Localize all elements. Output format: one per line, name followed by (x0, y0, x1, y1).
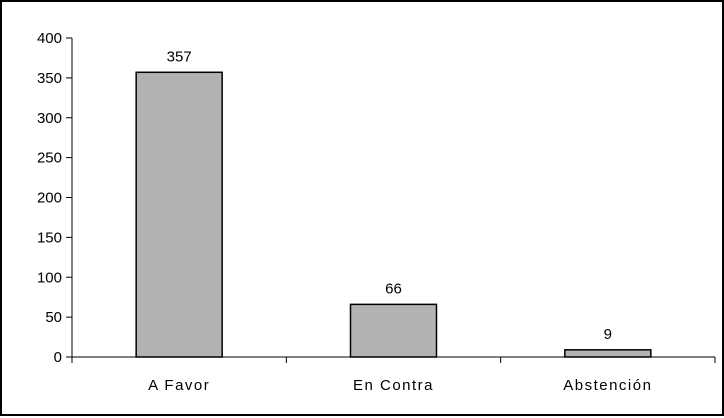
category-label: En Contra (353, 377, 434, 394)
bars (135, 71, 652, 358)
bar (135, 71, 223, 358)
data-labels: 357 66 9 (167, 48, 612, 343)
category-labels: A Favor En Contra Abstención (148, 377, 652, 394)
category-label: A Favor (148, 377, 210, 394)
y-tick-label: 0 (54, 349, 62, 366)
bar (564, 349, 652, 358)
y-axis: 0 50 100 150 200 250 300 350 400 (37, 30, 73, 366)
y-tick-label: 100 (37, 269, 62, 286)
y-tick-label: 50 (45, 309, 62, 326)
category-label: Abstención (563, 377, 652, 394)
data-label: 357 (167, 48, 192, 65)
y-tick-label: 300 (37, 110, 62, 127)
y-tick-label: 200 (37, 190, 62, 207)
data-label: 9 (604, 326, 612, 343)
x-axis (71, 356, 716, 363)
y-tick-label: 250 (37, 150, 62, 167)
y-tick-label: 400 (37, 30, 62, 47)
data-label: 66 (385, 280, 402, 297)
bar (349, 303, 438, 358)
y-tick-label: 150 (37, 229, 62, 246)
y-tick-label: 350 (37, 70, 62, 87)
